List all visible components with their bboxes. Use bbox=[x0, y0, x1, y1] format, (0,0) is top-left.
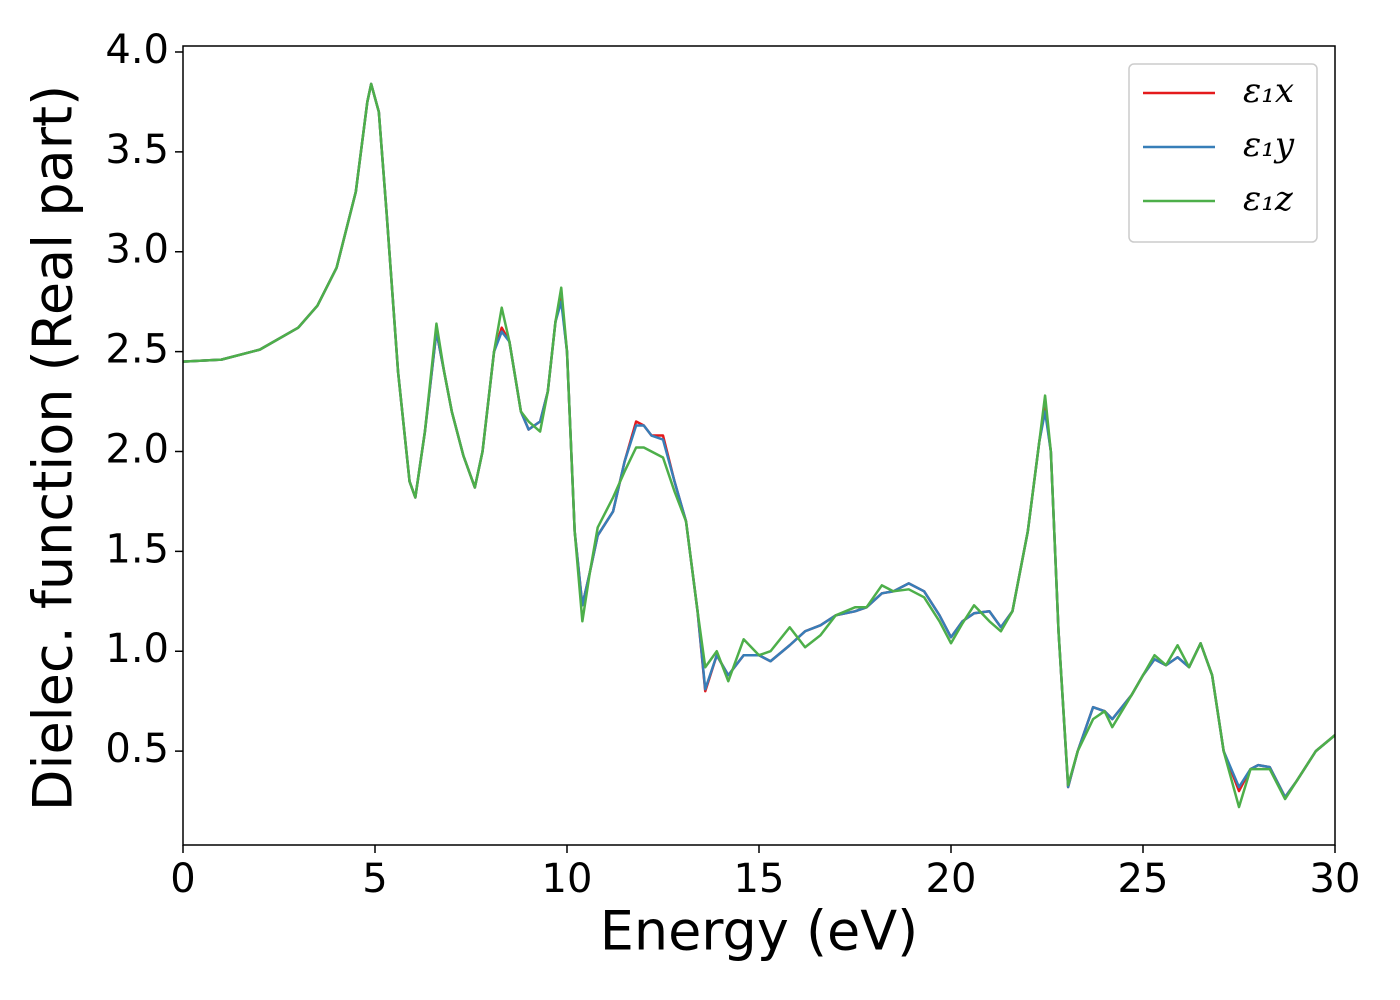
legend-label: ε₁z bbox=[1243, 179, 1294, 219]
x-axis-label: Energy (eV) bbox=[600, 900, 919, 963]
x-tick-label: 15 bbox=[734, 856, 785, 902]
x-tick-label: 5 bbox=[362, 856, 387, 902]
x-tick-label: 20 bbox=[926, 856, 977, 902]
y-axis-label: Dielec. function (Real part) bbox=[22, 85, 85, 811]
y-tick-label: 3.0 bbox=[105, 227, 169, 273]
legend-label: ε₁x bbox=[1243, 71, 1294, 111]
y-tick-label: 2.0 bbox=[105, 426, 169, 472]
x-tick-label: 25 bbox=[1118, 856, 1169, 902]
legend-label: ε₁y bbox=[1243, 125, 1295, 165]
legend-box bbox=[1128, 63, 1318, 243]
y-tick-label: 4.0 bbox=[105, 27, 169, 73]
x-tick-label: 30 bbox=[1310, 856, 1361, 902]
y-tick-label: 0.5 bbox=[105, 726, 169, 772]
x-tick-label: 10 bbox=[542, 856, 593, 902]
x-tick-label: 0 bbox=[170, 856, 195, 902]
y-tick-label: 1.5 bbox=[105, 526, 169, 572]
plot-frame bbox=[182, 45, 1336, 846]
y-tick-label: 3.5 bbox=[105, 127, 169, 173]
y-tick-label: 1.0 bbox=[105, 626, 169, 672]
data-line bbox=[183, 82, 1335, 809]
y-tick-label: 2.5 bbox=[105, 327, 169, 373]
